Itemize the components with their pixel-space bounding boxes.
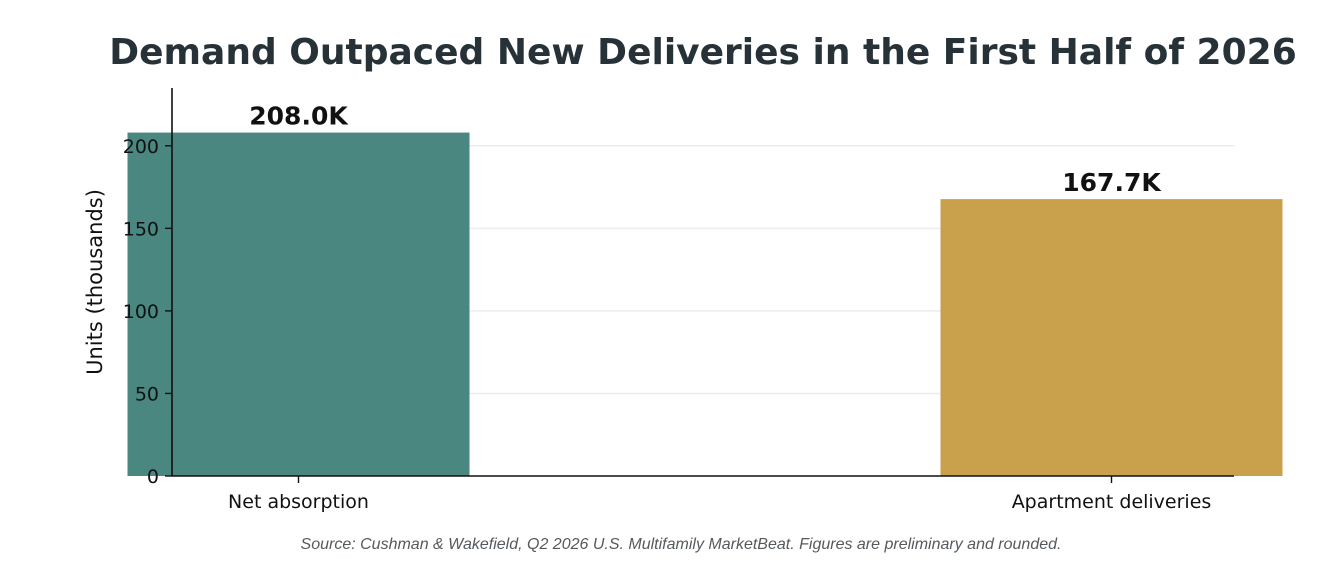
source-note: Source: Cushman & Wakefield, Q2 2026 U.S… [301,536,1062,553]
y-axis-label: Units (thousands) [83,189,107,375]
x-ticks: Net absorption Apartment deliveries [228,476,1211,513]
x-tick-label: Net absorption [228,491,369,513]
bars [127,132,1283,477]
y-tick-label: 100 [123,301,159,323]
bar-net-absorption [127,132,470,476]
data-label: 167.7K [1062,168,1162,197]
y-tick-label: 50 [135,383,159,405]
data-labels: 208.0K 167.7K [249,102,1162,198]
data-label: 208.0K [249,102,349,131]
bar-apartment-deliveries [940,199,1283,477]
y-tick-label: 0 [147,466,159,488]
chart-title: Demand Outpaced New Deliveries in the Fi… [109,32,1297,73]
y-tick-label: 150 [123,218,159,240]
axes [171,88,1234,477]
y-tick-label: 200 [123,136,159,158]
y-ticks: 0 50 100 150 200 [123,136,172,488]
x-tick-label: Apartment deliveries [1012,491,1212,513]
